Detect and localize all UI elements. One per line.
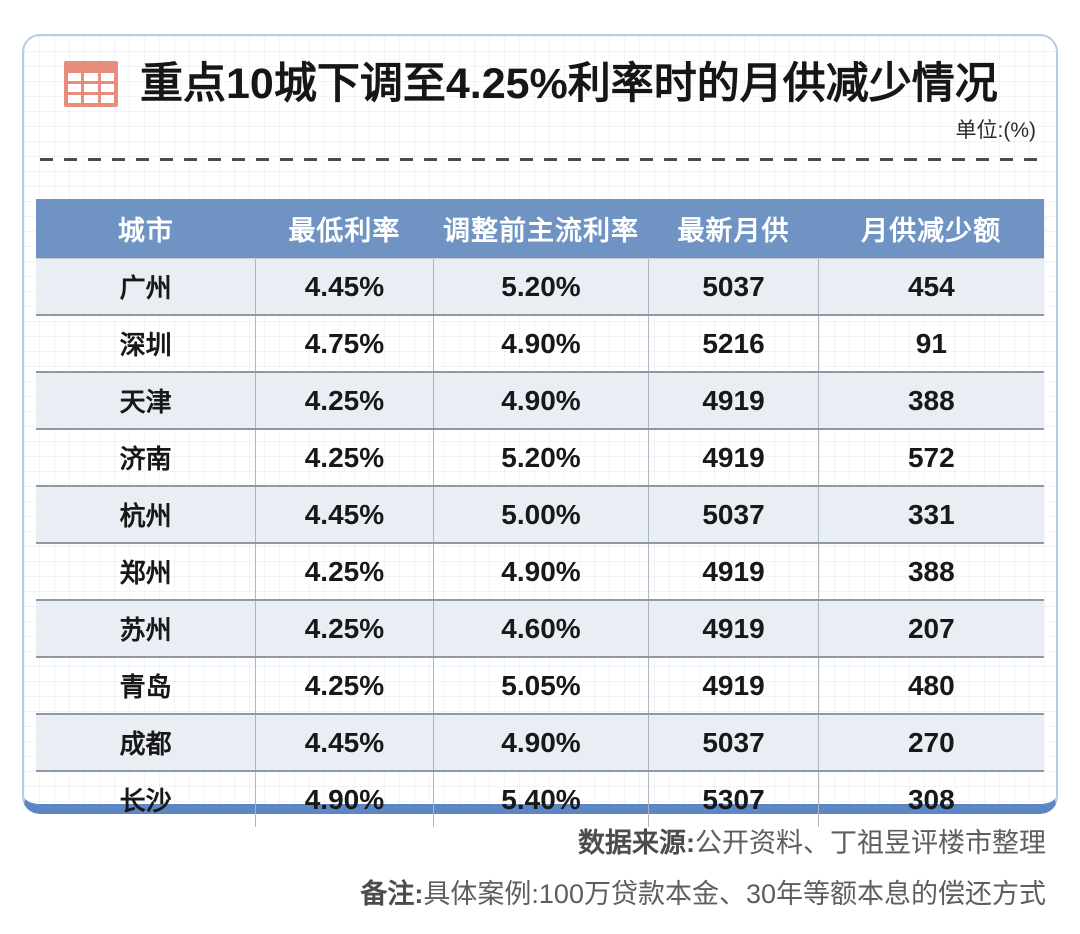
value-cell: 5037 xyxy=(648,713,819,771)
value-cell: 4.60% xyxy=(432,599,649,657)
city-cell: 深圳 xyxy=(36,314,256,372)
table-icon-cell xyxy=(84,95,98,103)
value-cell: 4919 xyxy=(648,599,819,657)
table-icon-cell xyxy=(84,73,98,81)
value-cell: 4919 xyxy=(648,371,819,429)
city-cell: 济南 xyxy=(36,428,256,486)
city-cell: 广州 xyxy=(36,258,256,315)
table-icon xyxy=(64,61,118,107)
value-cell: 5.20% xyxy=(432,428,649,486)
col-header-city: 城市 xyxy=(36,199,256,259)
city-cell: 长沙 xyxy=(36,770,256,827)
table-icon-cell xyxy=(100,73,114,81)
value-cell: 480 xyxy=(817,656,1044,714)
value-cell: 4.25% xyxy=(255,542,434,600)
table-icon-cell xyxy=(68,73,82,81)
value-cell: 4.90% xyxy=(432,542,649,600)
page-title: 重点10城下调至4.25%利率时的月供减少情况 xyxy=(140,60,998,108)
table-icon-cell xyxy=(68,95,82,103)
value-cell: 5037 xyxy=(648,485,819,543)
value-cell: 5.00% xyxy=(432,485,649,543)
table-row: 广州 4.45% 5.20% 5037 454 xyxy=(36,258,1044,315)
value-cell: 270 xyxy=(817,713,1044,771)
value-cell: 572 xyxy=(817,428,1044,486)
city-cell: 成都 xyxy=(36,713,256,771)
value-cell: 5037 xyxy=(648,258,819,315)
table-icon-cell xyxy=(100,84,114,92)
table-row: 青岛 4.25% 5.05% 4919 480 xyxy=(36,656,1044,714)
report-card: 重点10城下调至4.25%利率时的月供减少情况 单位:(%) 城市 最低利率 调… xyxy=(22,34,1058,827)
value-cell: 4919 xyxy=(648,656,819,714)
table-row: 郑州 4.25% 4.90% 4919 388 xyxy=(36,542,1044,600)
value-cell: 4.75% xyxy=(255,314,434,372)
unit-label: 单位:(%) xyxy=(955,119,1037,142)
table-row: 深圳 4.75% 4.90% 5216 91 xyxy=(36,314,1044,372)
note-label: 备注: xyxy=(360,879,424,909)
value-cell: 4.45% xyxy=(255,485,434,543)
page-title-strong: 月供减少情况 xyxy=(739,60,998,108)
table-icon-cell xyxy=(68,84,82,92)
value-cell: 207 xyxy=(817,599,1044,657)
table-icon-cell xyxy=(100,95,114,103)
city-cell: 郑州 xyxy=(36,542,256,600)
value-cell: 4919 xyxy=(648,428,819,486)
col-header-reduction: 月供减少额 xyxy=(818,199,1044,259)
value-cell: 388 xyxy=(817,542,1044,600)
rates-table: 城市 最低利率 调整前主流利率 最新月供 月供减少额 广州 4.45% 5.20% 5… xyxy=(36,199,1044,827)
value-cell: 4.25% xyxy=(255,656,434,714)
city-cell: 天津 xyxy=(36,371,256,429)
table-row: 成都 4.45% 4.90% 5037 270 xyxy=(36,713,1044,771)
table-row: 长沙 4.90% 5.40% 5307 308 xyxy=(36,770,1044,827)
city-cell: 苏州 xyxy=(36,599,256,657)
value-cell: 4.25% xyxy=(255,428,434,486)
col-header-new-payment: 最新月供 xyxy=(648,199,819,259)
value-cell: 308 xyxy=(817,770,1044,827)
data-source-line: 数据来源:公开资料、丁祖昱评楼市整理 xyxy=(0,826,1046,860)
title-row: 重点10城下调至4.25%利率时的月供减少情况 xyxy=(36,60,1044,108)
dashed-divider xyxy=(40,158,1040,161)
value-cell: 91 xyxy=(817,314,1044,372)
city-cell: 杭州 xyxy=(36,485,256,543)
value-cell: 4.90% xyxy=(255,770,434,827)
data-source-label: 数据来源: xyxy=(578,828,695,858)
value-cell: 4.45% xyxy=(255,713,434,771)
col-header-min-rate: 最低利率 xyxy=(255,199,434,259)
note-line: 备注:具体案例:100万贷款本金、30年等额本息的偿还方式 xyxy=(0,877,1046,911)
value-cell: 5307 xyxy=(648,770,819,827)
note-text: 具体案例:100万贷款本金、30年等额本息的偿还方式 xyxy=(423,879,1046,909)
table-header-row: 城市 最低利率 调整前主流利率 最新月供 月供减少额 xyxy=(36,199,1044,259)
table-icon-cell xyxy=(84,84,98,92)
col-header-prev-rate: 调整前主流利率 xyxy=(433,199,649,259)
value-cell: 4919 xyxy=(648,542,819,600)
value-cell: 5.20% xyxy=(432,258,649,315)
data-source-text: 公开资料、丁祖昱评楼市整理 xyxy=(695,828,1046,858)
table-row: 天津 4.25% 4.90% 4919 388 xyxy=(36,371,1044,429)
page-title-regular: 重点10城下调至4.25%利率时的 xyxy=(140,60,740,108)
footer: 数据来源:公开资料、丁祖昱评楼市整理 备注:具体案例:100万贷款本金、30年等… xyxy=(0,826,1046,911)
value-cell: 5216 xyxy=(648,314,819,372)
value-cell: 5.40% xyxy=(432,770,649,827)
value-cell: 331 xyxy=(817,485,1044,543)
value-cell: 4.90% xyxy=(432,713,649,771)
value-cell: 454 xyxy=(817,258,1044,315)
table-row: 济南 4.25% 5.20% 4919 572 xyxy=(36,428,1044,486)
value-cell: 4.45% xyxy=(255,258,434,315)
table-row: 杭州 4.45% 5.00% 5037 331 xyxy=(36,485,1044,543)
city-cell: 青岛 xyxy=(36,656,256,714)
table-row: 苏州 4.25% 4.60% 4919 207 xyxy=(36,599,1044,657)
value-cell: 4.90% xyxy=(432,371,649,429)
value-cell: 4.90% xyxy=(432,314,649,372)
value-cell: 5.05% xyxy=(432,656,649,714)
value-cell: 4.25% xyxy=(255,371,434,429)
value-cell: 4.25% xyxy=(255,599,434,657)
value-cell: 388 xyxy=(817,371,1044,429)
